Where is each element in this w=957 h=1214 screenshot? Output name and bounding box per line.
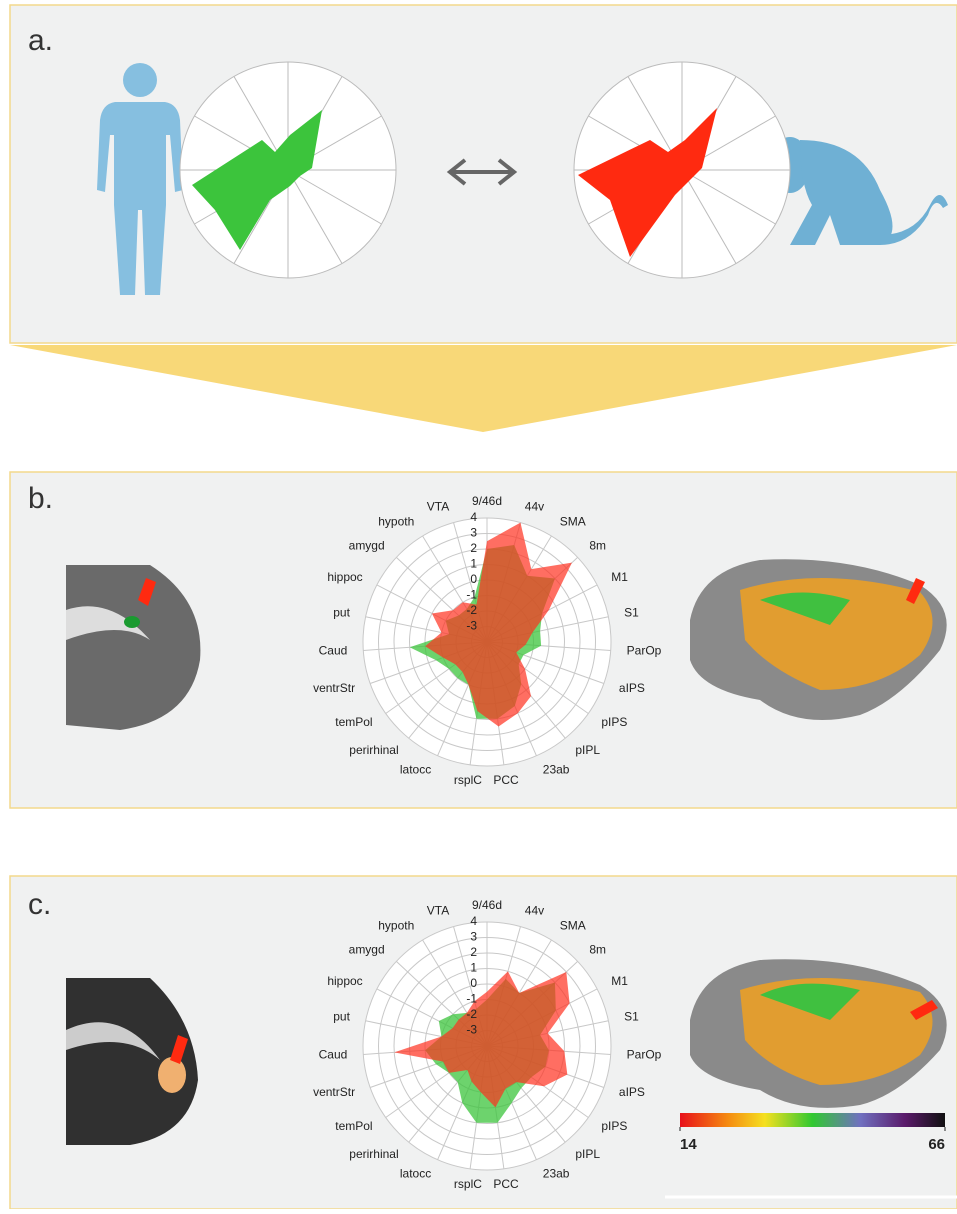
category-label: amygd bbox=[349, 539, 385, 553]
category-label: PCC bbox=[493, 773, 519, 787]
r-tick-label: -2 bbox=[466, 603, 477, 617]
category-label: 44v bbox=[525, 903, 544, 917]
radar-area bbox=[425, 522, 572, 727]
r-tick-label: 0 bbox=[470, 572, 477, 586]
category-label: 9/46d bbox=[472, 898, 502, 912]
r-tick-label: 1 bbox=[470, 961, 477, 975]
category-label: hippoc bbox=[327, 974, 362, 988]
category-label: pIPS bbox=[601, 1119, 627, 1133]
brain-slice bbox=[66, 978, 198, 1145]
r-tick-label: -3 bbox=[466, 619, 477, 633]
category-label: ParOp bbox=[627, 1048, 662, 1062]
category-label: Caud bbox=[319, 644, 348, 658]
category-label: amygd bbox=[349, 943, 385, 957]
category-label: SMA bbox=[560, 919, 586, 933]
r-tick-label: 4 bbox=[470, 510, 477, 524]
category-label: hippoc bbox=[327, 570, 362, 584]
category-label: perirhinal bbox=[349, 1147, 398, 1161]
category-label: SMA bbox=[560, 515, 586, 529]
category-label: 8m bbox=[589, 539, 606, 553]
category-label: put bbox=[333, 606, 350, 620]
category-label: rsplC bbox=[454, 1177, 482, 1191]
brain-surface bbox=[690, 559, 947, 720]
category-label: Caud bbox=[319, 1048, 348, 1062]
polar-spoke bbox=[287, 169, 343, 264]
r-tick-label: -2 bbox=[466, 1007, 477, 1021]
r-tick-label: 3 bbox=[470, 930, 477, 944]
polar-spoke bbox=[681, 169, 737, 264]
colorbar-label: 14 bbox=[680, 1136, 697, 1153]
category-label: pIPS bbox=[601, 715, 627, 729]
polar-spoke bbox=[287, 169, 382, 225]
category-label: PCC bbox=[493, 1177, 519, 1191]
category-label: hypoth bbox=[378, 515, 414, 529]
category-label: temPol bbox=[335, 715, 372, 729]
polar-spoke bbox=[681, 169, 776, 225]
category-label: 23ab bbox=[543, 763, 570, 777]
r-tick-label: -1 bbox=[466, 992, 477, 1006]
category-label: S1 bbox=[624, 1010, 639, 1024]
colorbar-label: 66 bbox=[928, 1136, 945, 1153]
category-label: M1 bbox=[611, 974, 628, 988]
double-arrow bbox=[446, 158, 518, 186]
category-label: aIPS bbox=[619, 1085, 645, 1099]
category-label: aIPS bbox=[619, 681, 645, 695]
r-tick-label: 3 bbox=[470, 526, 477, 540]
category-label: put bbox=[333, 1010, 350, 1024]
panel-label: c. bbox=[28, 888, 51, 921]
r-tick-label: -3 bbox=[466, 1023, 477, 1037]
panel-label: a. bbox=[28, 24, 53, 57]
category-label: latocc bbox=[400, 1167, 431, 1181]
category-label: ventrStr bbox=[313, 1085, 355, 1099]
category-label: 23ab bbox=[543, 1167, 570, 1181]
category-label: S1 bbox=[624, 606, 639, 620]
category-label: 8m bbox=[589, 943, 606, 957]
r-tick-label: 1 bbox=[470, 557, 477, 571]
category-label: 9/46d bbox=[472, 494, 502, 508]
r-tick-label: 0 bbox=[470, 976, 477, 990]
category-label: latocc bbox=[400, 763, 431, 777]
illustrative-shape bbox=[578, 108, 717, 257]
funnel bbox=[10, 345, 957, 432]
category-label: rsplC bbox=[454, 773, 482, 787]
r-tick-label: 2 bbox=[470, 541, 477, 555]
category-label: VTA bbox=[427, 903, 449, 917]
category-label: temPol bbox=[335, 1119, 372, 1133]
radar-area bbox=[394, 971, 570, 1108]
category-label: pIPL bbox=[575, 743, 600, 757]
brain-surface bbox=[690, 959, 947, 1108]
colorbar bbox=[680, 1113, 945, 1127]
panel-label: b. bbox=[28, 482, 53, 515]
category-label: M1 bbox=[611, 570, 628, 584]
category-label: ParOp bbox=[627, 644, 662, 658]
category-label: VTA bbox=[427, 499, 449, 513]
r-tick-label: -1 bbox=[466, 588, 477, 602]
r-tick-label: 2 bbox=[470, 945, 477, 959]
r-tick-label: 4 bbox=[470, 914, 477, 928]
category-label: 44v bbox=[525, 499, 544, 513]
illustrative-shape bbox=[192, 110, 322, 250]
category-label: pIPL bbox=[575, 1147, 600, 1161]
category-label: ventrStr bbox=[313, 681, 355, 695]
brain-slice bbox=[66, 565, 201, 730]
category-label: perirhinal bbox=[349, 743, 398, 757]
category-label: hypoth bbox=[378, 919, 414, 933]
human-icon bbox=[97, 63, 183, 295]
